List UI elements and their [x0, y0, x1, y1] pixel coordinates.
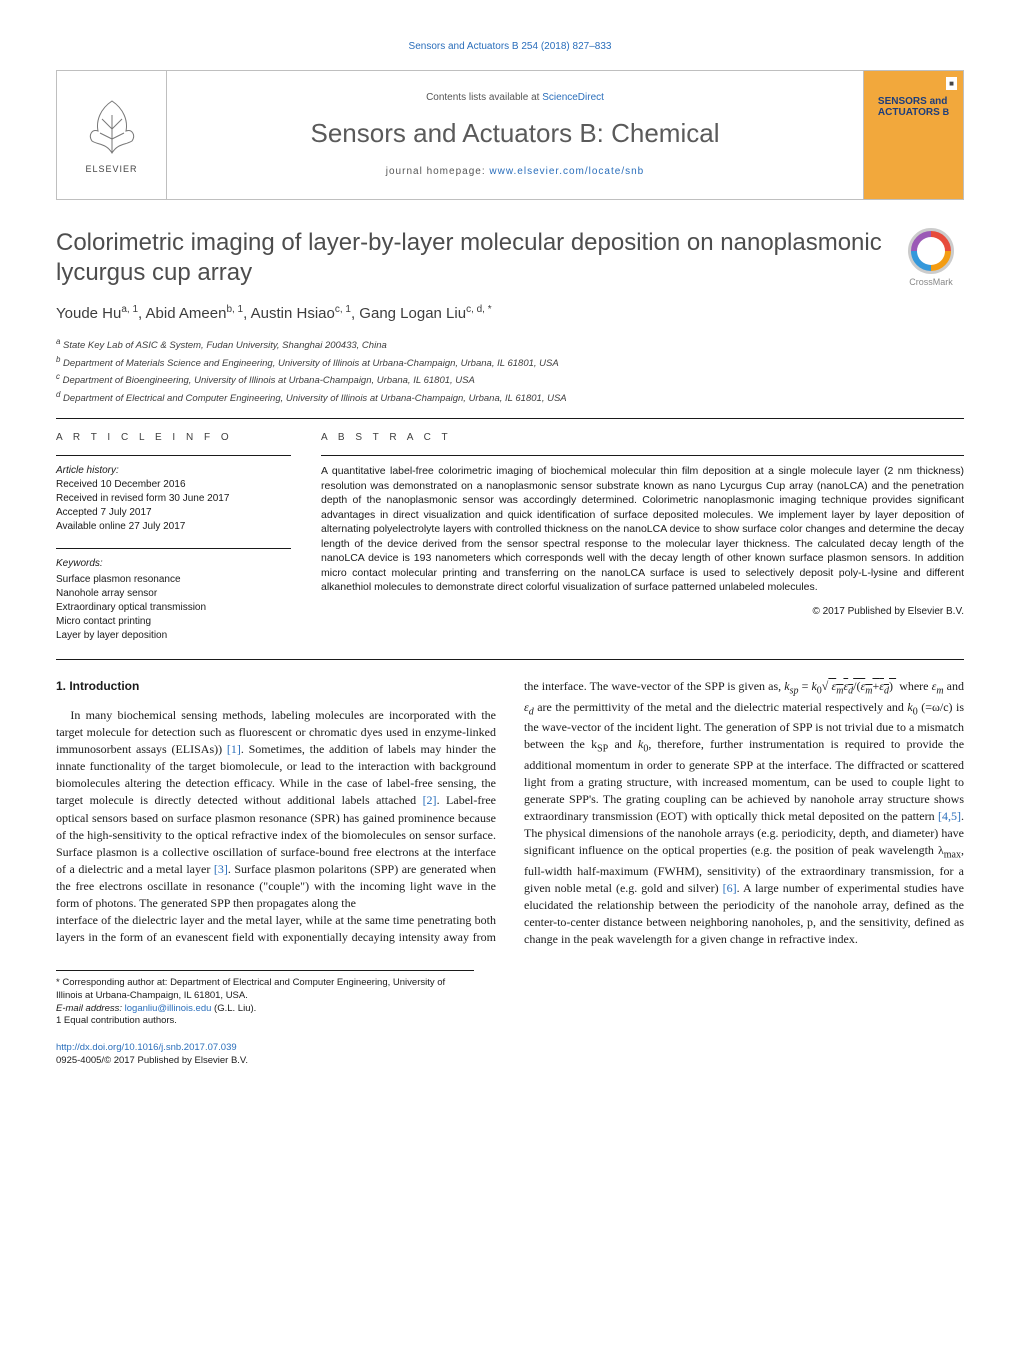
journal-cover-thumb: ■ SENSORS and ACTUATORS B — [863, 71, 963, 199]
article-history: Article history: Received 10 December 20… — [56, 464, 291, 534]
keyword: Micro contact printing — [56, 615, 291, 629]
history-received: Received 10 December 2016 — [56, 478, 291, 492]
keyword: Extraordinary optical transmission — [56, 601, 291, 615]
history-accepted: Accepted 7 July 2017 — [56, 506, 291, 520]
crossmark-label: CrossMark — [909, 276, 953, 289]
crossmark-icon — [908, 228, 954, 274]
keywords-subrule — [56, 548, 291, 549]
elsevier-label: ELSEVIER — [85, 163, 137, 176]
keyword: Surface plasmon resonance — [56, 573, 291, 587]
keywords-list: Surface plasmon resonanceNanohole array … — [56, 573, 291, 643]
homepage-link[interactable]: www.elsevier.com/locate/snb — [489, 166, 644, 177]
journal-masthead: ELSEVIER Contents lists available at Sci… — [56, 70, 964, 200]
body-two-column: 1. Introduction In many biochemical sens… — [56, 678, 964, 948]
cover-title-line1: SENSORS and — [878, 96, 947, 107]
email-suffix: (G.L. Liu). — [211, 1003, 256, 1014]
doi-block: http://dx.doi.org/10.1016/j.snb.2017.07.… — [56, 1042, 964, 1067]
keywords-label: Keywords: — [56, 557, 291, 571]
article-title: Colorimetric imaging of layer-by-layer m… — [56, 228, 882, 288]
abstract-subrule — [321, 455, 964, 456]
history-revised: Received in revised form 30 June 2017 — [56, 492, 291, 506]
introduction-heading: 1. Introduction — [56, 678, 496, 695]
abstract-copyright: © 2017 Published by Elsevier B.V. — [321, 605, 964, 619]
history-online: Available online 27 July 2017 — [56, 520, 291, 534]
footnote-corresponding: * Corresponding author at: Department of… — [56, 977, 474, 1003]
sciencedirect-link[interactable]: ScienceDirect — [542, 92, 604, 103]
affiliation-line: b Department of Materials Science and En… — [56, 354, 964, 371]
affiliation-line: d Department of Electrical and Computer … — [56, 389, 964, 406]
contents-prefix: Contents lists available at — [426, 92, 542, 103]
homepage-line: journal homepage: www.elsevier.com/locat… — [386, 165, 644, 179]
affiliations: a State Key Lab of ASIC & System, Fudan … — [56, 336, 964, 407]
cover-badge: ■ — [946, 77, 957, 90]
keyword: Layer by layer deposition — [56, 629, 291, 643]
intro-paragraph-1: In many biochemical sensing methods, lab… — [56, 707, 496, 911]
abstract-text: A quantitative label-free colorimetric i… — [321, 464, 964, 594]
rule-before-body — [56, 659, 964, 660]
keyword: Nanohole array sensor — [56, 587, 291, 601]
article-info-column: A R T I C L E I N F O Article history: R… — [56, 431, 291, 643]
footnotes: * Corresponding author at: Department of… — [56, 970, 474, 1028]
article-info-head: A R T I C L E I N F O — [56, 431, 291, 445]
footnote-email: E-mail address: loganliu@illinois.edu (G… — [56, 1003, 474, 1016]
masthead-center: Contents lists available at ScienceDirec… — [167, 71, 863, 199]
crossmark-badge[interactable]: CrossMark — [898, 228, 964, 289]
elsevier-logo-block: ELSEVIER — [57, 71, 167, 199]
rule-top — [56, 418, 964, 419]
email-label: E-mail address: — [56, 1003, 125, 1014]
journal-name: Sensors and Actuators B: Chemical — [311, 115, 720, 151]
issn-copyright: 0925-4005/© 2017 Published by Elsevier B… — [56, 1055, 248, 1066]
email-link[interactable]: loganliu@illinois.edu — [125, 1003, 212, 1014]
author-list: Youde Hua, 1, Abid Ameenb, 1, Austin Hsi… — [56, 303, 964, 324]
abstract-column: A B S T R A C T A quantitative label-fre… — [321, 431, 964, 643]
contents-line: Contents lists available at ScienceDirec… — [426, 91, 604, 105]
footnote-equal: 1 Equal contribution authors. — [56, 1015, 474, 1028]
cover-title-line2: ACTUATORS — [878, 107, 940, 118]
affiliation-line: a State Key Lab of ASIC & System, Fudan … — [56, 336, 964, 353]
history-label: Article history: — [56, 464, 291, 478]
abstract-head: A B S T R A C T — [321, 431, 964, 445]
cover-title-sub: B — [943, 107, 950, 117]
elsevier-tree-icon — [80, 95, 144, 159]
doi-link[interactable]: http://dx.doi.org/10.1016/j.snb.2017.07.… — [56, 1042, 237, 1053]
info-subrule — [56, 455, 291, 456]
affiliation-line: c Department of Bioengineering, Universi… — [56, 371, 964, 388]
running-head: Sensors and Actuators B 254 (2018) 827–8… — [56, 40, 964, 54]
homepage-prefix: journal homepage: — [386, 166, 490, 177]
cover-title: SENSORS and ACTUATORS B — [878, 96, 949, 118]
